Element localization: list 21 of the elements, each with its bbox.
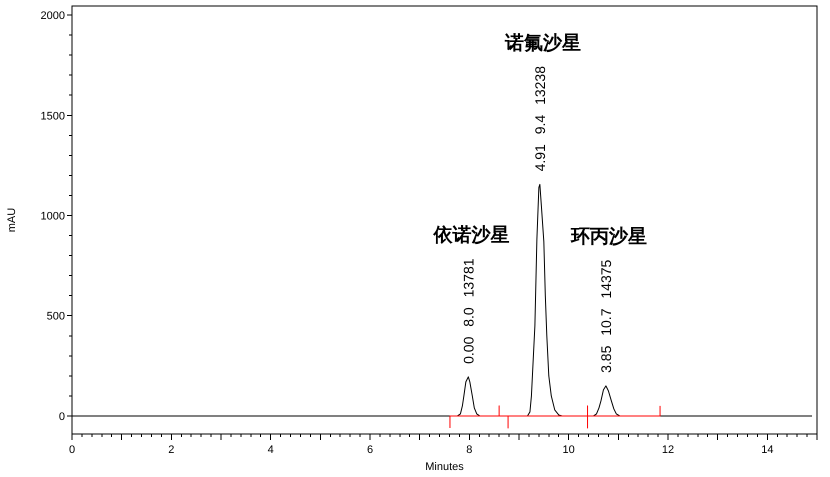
annotation: 依诺沙星 — [432, 224, 510, 246]
x-tick-label: 6 — [366, 444, 374, 456]
x-tick-label: 14 — [761, 444, 774, 456]
y-tick-label: 1500 — [40, 110, 65, 122]
y-tick-label: 0 — [58, 410, 65, 423]
annotation: 环丙沙星 — [570, 225, 647, 248]
x-tick-label: 0 — [68, 444, 76, 456]
annotation: 诺氟沙星 — [504, 32, 581, 54]
x-tick-label: 10 — [562, 444, 575, 456]
x-tick-label: 4 — [268, 444, 274, 456]
x-tick-label: 8 — [466, 444, 472, 456]
y-axis-title: mAU — [6, 208, 18, 232]
y-tick-label: 2000 — [40, 10, 65, 22]
x-axis-title: Minutes — [425, 461, 464, 473]
annotation: 4.91 9.4 13238 — [532, 66, 548, 172]
y-tick-label: 500 — [46, 310, 65, 323]
annotation: 3.85 10.7 14375 — [598, 259, 614, 373]
y-tick-label: 1000 — [40, 210, 65, 222]
annotation: 0.00 8.0 13781 — [460, 258, 476, 364]
x-tick-label: 2 — [168, 444, 174, 456]
x-tick-label: 12 — [662, 444, 674, 456]
